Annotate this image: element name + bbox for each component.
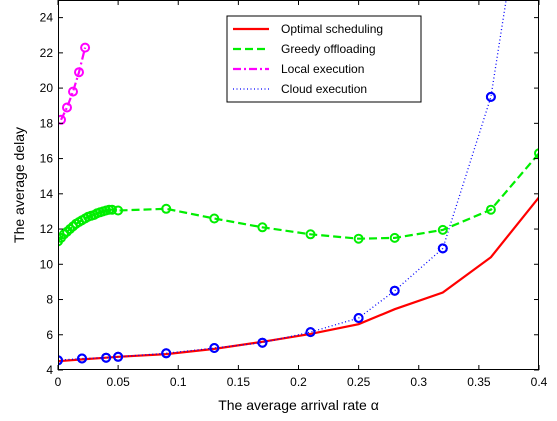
- legend-label: Cloud execution: [281, 82, 367, 96]
- overlay-point: [77, 353, 87, 364]
- y-tick-label: 8: [46, 293, 53, 307]
- x-tick-label: 0.2: [290, 375, 307, 389]
- series-3-point: [74, 67, 84, 78]
- y-tick-label: 16: [40, 152, 54, 166]
- series-line-3: [60, 47, 87, 121]
- marker-layer: [58, 42, 539, 366]
- x-tick-label: 0.3: [410, 375, 427, 389]
- y-tick-label: 12: [40, 222, 54, 236]
- y-tick-label: 4: [46, 363, 53, 377]
- legend-label: Greedy offloading: [281, 42, 376, 56]
- series-2-point: [389, 232, 400, 243]
- overlay-point: [209, 343, 220, 353]
- series-3-point: [80, 42, 91, 53]
- series-2-point: [353, 233, 364, 244]
- x-tick-label: 0: [55, 375, 62, 389]
- y-tick-label: 10: [40, 257, 54, 271]
- series-2-point: [113, 205, 124, 216]
- y-tick-label: 18: [40, 116, 54, 130]
- overlay-point: [161, 348, 172, 359]
- x-tick-label: 0.35: [467, 375, 491, 389]
- overlay-point: [113, 351, 124, 362]
- y-tick-label: 22: [40, 46, 54, 60]
- y-tick-label: 24: [40, 11, 54, 25]
- overlay-point: [353, 313, 364, 323]
- series-2-point: [107, 204, 118, 215]
- series-line-4: [58, 0, 507, 361]
- x-tick-label: 0.4: [531, 375, 548, 389]
- overlay-point: [305, 327, 316, 338]
- y-tick-label: 14: [40, 187, 54, 201]
- x-tick-label: 0.1: [170, 375, 187, 389]
- legend: Optimal scheduling Greedy offloading Local…: [226, 15, 422, 103]
- overlay-point: [437, 243, 448, 254]
- series-3-point: [68, 86, 78, 97]
- series-line-1: [58, 196, 539, 363]
- overlay-point: [101, 352, 112, 363]
- series-2-point: [437, 224, 448, 235]
- series-2-point: [305, 229, 316, 240]
- x-tick-label: 0.15: [227, 375, 251, 389]
- y-tick-label: 20: [40, 81, 54, 95]
- series-2-point: [209, 213, 220, 224]
- overlay-point: [257, 337, 268, 348]
- x-axis-label: The average arrival rate α: [218, 397, 379, 413]
- series-2-point: [161, 203, 172, 214]
- x-tick-label: 0.05: [106, 375, 130, 389]
- legend-box: [226, 15, 422, 103]
- y-axis-label: The average delay: [11, 127, 27, 243]
- legend-label: Optimal scheduling: [281, 22, 383, 36]
- overlay-point: [58, 355, 63, 366]
- overlay-point: [485, 91, 496, 102]
- y-tick-label: 6: [46, 328, 53, 342]
- series-3-point: [62, 102, 72, 113]
- ticks-layer: 0 0.05 0.1 0.15 0.2 0.25 0.3 0.35 0.4 4 6 8 10 12 14 16…: [40, 0, 548, 389]
- x-tick-label: 0.25: [347, 375, 371, 389]
- legend-label: Local execution: [281, 62, 364, 76]
- overlay-point: [389, 285, 400, 296]
- series-2-point: [485, 204, 496, 215]
- series-2-point: [257, 222, 268, 233]
- series-2-point: [534, 148, 539, 159]
